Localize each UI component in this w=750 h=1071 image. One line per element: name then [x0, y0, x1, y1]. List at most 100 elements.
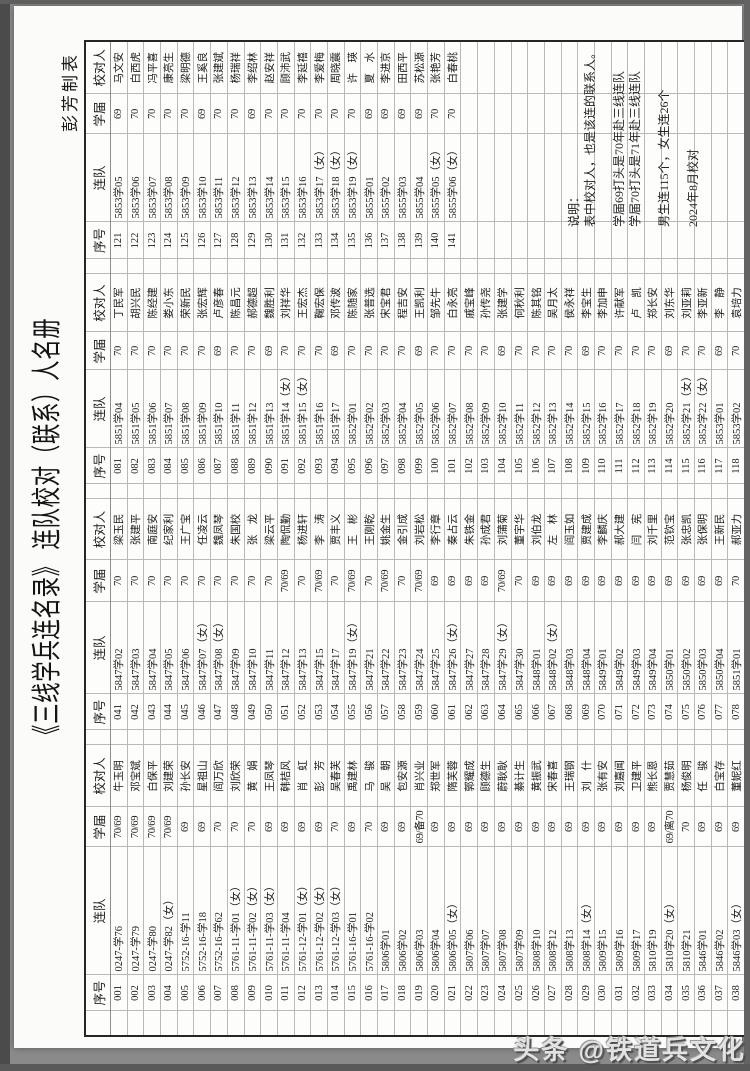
cell-xiaoduiren: 王凤琴 — [260, 745, 278, 807]
cell-xuejie: 70/69 — [410, 560, 428, 602]
cell-liandui: 5847学17 — [327, 602, 345, 694]
cell-xuejie: 69 — [527, 807, 545, 847]
cell-liandui: 5847学15 — [310, 602, 328, 694]
cell-liandui — [711, 134, 728, 222]
cell-xuejie: 70 — [210, 560, 228, 602]
separator-cell — [127, 259, 144, 274]
cell-xuejie: 69 — [527, 560, 545, 602]
cell-xuejie: 70 — [244, 807, 261, 847]
cell-xuhao: 102 — [460, 448, 478, 484]
cell-liandui: 5850学04 — [711, 602, 728, 694]
cell-liandui: 5850学02 — [677, 602, 695, 694]
cell-xuejie: 70 — [110, 560, 128, 602]
note-line: 学届69打头是70年赴三线连队 — [612, 70, 626, 227]
separator-cell — [511, 259, 528, 274]
record-row: 011 5761-11-学04 69 韩桔风 051 5847学12 70/69 陶侃勤 091… — [277, 41, 295, 1036]
cell-liandui: 5852学02 — [360, 370, 378, 448]
cell-xiaoduiren: 吴月太 — [544, 274, 562, 332]
separator-cell — [160, 259, 178, 274]
cell-liandui: 5809学15 — [594, 847, 612, 975]
cell-xiaoduiren: 田西平 — [394, 41, 411, 94]
lead-cell — [410, 1011, 428, 1036]
cell-liandui: 5850学01 — [661, 602, 678, 694]
cell-liandui: 5847学26（女） — [444, 602, 461, 694]
cell-xuejie: 70 — [427, 332, 445, 370]
cell-liandui: 5855学04 — [410, 134, 428, 222]
separator-cell — [711, 484, 728, 499]
cell-xuejie: 69/离70 — [661, 807, 678, 847]
cell-xuhao: 056 — [360, 694, 378, 730]
cell-liandui: 5852学07 — [444, 370, 461, 448]
cell-xiaoduiren: 陈经建 — [143, 274, 161, 332]
cell-xiaoduiren: 孙成君 — [477, 499, 495, 560]
cell-xiaoduiren — [494, 41, 511, 94]
cell-liandui: 5848学02（女） — [544, 602, 562, 694]
separator-header — [85, 730, 111, 745]
cell-xuhao: 098 — [394, 448, 411, 484]
cell-liandui: 5847学04 — [143, 602, 161, 694]
record-row: 023 5807学07 69 顾德生 063 5847学28 69 孙成君 103 5852学09… — [477, 41, 495, 1036]
cell-liandui: 5851学12 — [244, 370, 261, 448]
cell-xuejie: 70/69 — [494, 560, 511, 602]
cell-liandui: 5847学10 — [244, 602, 261, 694]
cell-xiaoduiren: 刘 什 — [577, 745, 595, 807]
cell-liandui: 5761-11-学04 — [277, 847, 295, 975]
separator-cell — [294, 730, 311, 745]
cell-xuhao — [627, 222, 645, 259]
cell-xuhao: 028 — [561, 975, 578, 1011]
cell-liandui: 5852学15 — [577, 370, 595, 448]
record-row: 037 5846学02 69 白宝存 077 5850学04 69 王新民 117 5853学01… — [711, 41, 728, 1036]
cell-xiaoduiren: 魏凤琴 — [210, 499, 228, 560]
cell-xuejie: 70/69 — [277, 560, 295, 602]
cell-xiaoduiren: 张保明 — [694, 499, 712, 560]
lead-cell — [310, 1011, 328, 1036]
cell-xuejie: 69 — [661, 332, 678, 370]
separator-cell — [160, 484, 178, 499]
cell-xuejie: 70 — [127, 94, 144, 134]
cell-xiaoduiren: 刘建荣 — [160, 745, 178, 807]
col-header-cell-xuejie: 学届 — [85, 94, 111, 134]
cell-xuhao: 097 — [377, 448, 395, 484]
cell-xiaoduiren: 杨瑞祥 — [227, 41, 244, 94]
cell-xiaoduiren: 宋春喜 — [544, 745, 562, 807]
cell-xuhao: 085 — [177, 448, 194, 484]
separator-cell — [193, 259, 211, 274]
cell-xuejie: 69 — [494, 807, 511, 847]
cell-xiaoduiren: 刘祥华 — [277, 274, 295, 332]
cell-xuejie — [527, 94, 545, 134]
cell-xiaoduiren: 秦占云 — [444, 499, 461, 560]
cell-xiaoduiren: 左 林 — [544, 499, 562, 560]
cell-liandui: 5847学21 — [360, 602, 378, 694]
cell-xiaoduiren: 韩桔风 — [277, 745, 295, 807]
cell-xuhao: 002 — [127, 975, 144, 1011]
separator-cell — [527, 484, 545, 499]
cell-xuejie: 69 — [711, 332, 728, 370]
cell-xuejie: 69 — [544, 560, 562, 602]
cell-liandui: 5851学17 — [327, 370, 345, 448]
cell-liandui: 5810学21 — [677, 847, 695, 975]
lead-cell — [260, 1011, 278, 1036]
cell-xuejie: 70 — [310, 94, 328, 134]
separator-cell — [127, 730, 144, 745]
cell-xiaoduiren: 程吉安 — [394, 274, 411, 332]
separator-cell — [460, 730, 478, 745]
separator-cell — [460, 484, 478, 499]
cell-xuhao — [460, 222, 478, 259]
separator-cell — [661, 730, 678, 745]
cell-liandui: 5807学06 — [460, 847, 478, 975]
separator-cell — [143, 259, 161, 274]
cell-xiaoduiren: 贾建成 — [577, 499, 595, 560]
cell-liandui: 0247-学80 — [143, 847, 161, 975]
cell-xuhao — [544, 222, 562, 259]
cell-liandui: 5853学18（女） — [327, 134, 345, 222]
cell-xiaoduiren: 任 骏 — [694, 745, 712, 807]
cell-xuejie: 69 — [544, 807, 562, 847]
lead-cell — [143, 1011, 161, 1036]
cell-liandui: 5852学09 — [477, 370, 495, 448]
note-line: 男生连115个，女生连26个 — [657, 89, 671, 227]
cell-xiaoduiren: 贾丰义 — [327, 499, 345, 560]
cell-xiaoduiren: 郝大建 — [611, 499, 628, 560]
cell-xiaoduiren: 邓宝斌 — [127, 745, 144, 807]
cell-liandui — [477, 134, 495, 222]
lead-cell — [160, 1011, 178, 1036]
